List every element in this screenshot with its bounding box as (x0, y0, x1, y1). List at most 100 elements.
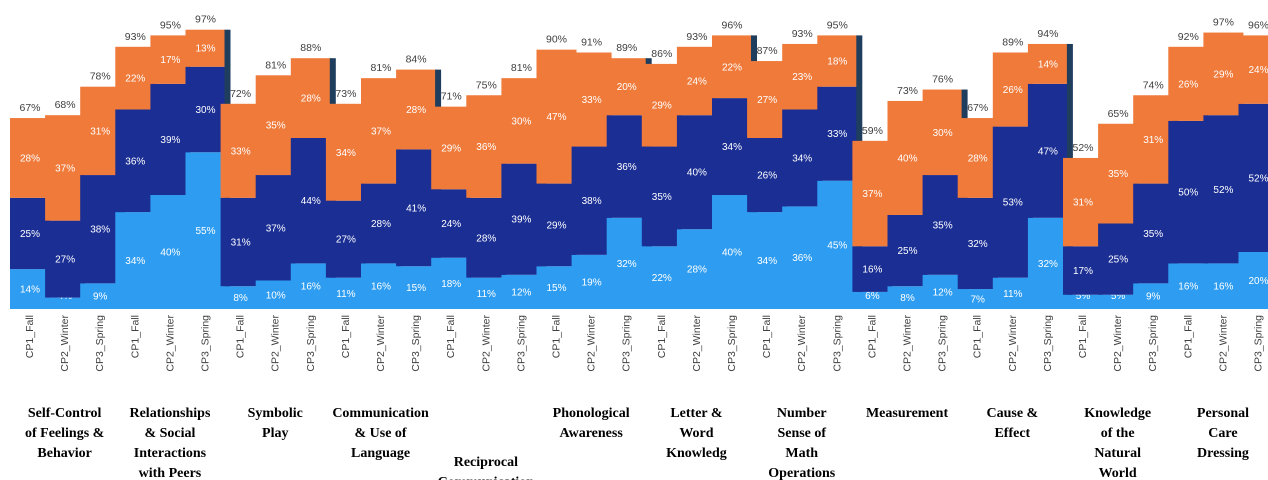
bar-segment-3 (325, 103, 366, 201)
total-value-label: 86% (651, 48, 672, 60)
total-value-label: 73% (897, 85, 918, 97)
segment-value-label: 13% (195, 44, 215, 55)
group-label: Behavior (37, 446, 91, 461)
group-label: Sense of (777, 426, 826, 441)
segment-value-label: 16% (301, 282, 321, 293)
bar-segment-3 (1027, 43, 1068, 84)
bar-segment-3 (852, 140, 893, 247)
category-tick-label: CP2_Winter (691, 315, 703, 372)
bar-segment-1 (536, 266, 577, 309)
segment-value-label: 6% (865, 291, 880, 302)
bar-segment-1 (712, 195, 752, 309)
group-label: Word (679, 426, 713, 441)
segment-value-label: 52% (1248, 173, 1268, 184)
segment-value-label: 9% (1146, 292, 1161, 303)
segment-value-label: 35% (1143, 229, 1163, 240)
total-value-label: 88% (300, 42, 321, 54)
bar-segment-3 (1203, 32, 1244, 116)
group-label: Relationships (129, 406, 210, 421)
group-label: Natural (1094, 446, 1141, 461)
bar-segment-3 (255, 75, 296, 176)
total-value-label: 93% (125, 31, 146, 43)
bar-segment-1 (1063, 294, 1103, 309)
bar-segment-2 (536, 183, 577, 267)
group-label: Effect (994, 426, 1030, 441)
segment-value-label: 52% (1213, 185, 1233, 196)
bar-segment-3 (536, 49, 577, 184)
category-tick-label: CP2_Winter (59, 315, 71, 372)
segment-value-label: 35% (1108, 169, 1128, 180)
segment-value-label: 28% (20, 153, 40, 164)
segment-value-label: 24% (1248, 65, 1268, 76)
segment-value-label: 28% (968, 153, 988, 164)
category-tick-label: CP1_Fall (235, 315, 247, 358)
total-value-label: 74% (1143, 79, 1164, 91)
segment-value-label: 5% (1111, 291, 1126, 302)
group-label: Care (1208, 426, 1237, 441)
segment-value-label: 41% (406, 203, 426, 214)
bar-segment-1 (290, 263, 331, 309)
bar-segment-1 (641, 246, 682, 309)
category-tick-label: CP3_Spring (1042, 315, 1054, 372)
category-tick-label: CP1_Fall (972, 315, 984, 358)
group-label: Letter & (670, 406, 722, 421)
bar-segment-1 (150, 195, 191, 309)
group-label: Language (351, 446, 410, 461)
group-label: Cause & (986, 406, 1038, 421)
segment-value-label: 33% (231, 146, 251, 157)
bar-segment-1 (10, 269, 50, 309)
bar-segment-2 (431, 189, 472, 258)
bar-segment-3 (361, 78, 401, 184)
total-value-label: 89% (616, 42, 637, 54)
bar-segment-2 (10, 197, 50, 270)
group-label: Communication (438, 475, 535, 480)
bar-segment-2 (1133, 183, 1174, 284)
total-value-label: 84% (406, 54, 427, 66)
bar-segment-3 (45, 115, 86, 221)
segment-value-label: 35% (266, 121, 286, 132)
category-tick-label: CP3_Spring (305, 315, 317, 372)
bar-segment-3 (80, 86, 121, 176)
bar-segment-1 (922, 274, 963, 309)
segment-value-label: 40% (160, 248, 180, 259)
segment-value-label: 34% (125, 256, 145, 267)
bar-segment-1 (220, 286, 261, 309)
total-value-label: 91% (581, 37, 602, 49)
category-tick-label: CP1_Fall (24, 315, 36, 358)
segment-value-label: 36% (792, 253, 812, 264)
total-value-label: 95% (827, 19, 848, 31)
segment-value-label: 35% (652, 192, 672, 203)
segment-value-label: 31% (1073, 198, 1093, 209)
total-value-label: 76% (932, 74, 953, 86)
bar-segment-3 (150, 35, 191, 84)
segment-value-label: 20% (1248, 276, 1268, 287)
segment-value-label: 29% (441, 143, 461, 154)
category-tick-label: CP2_Winter (270, 315, 282, 372)
segment-value-label: 8% (900, 293, 915, 304)
bar-segment-3 (676, 46, 717, 116)
segment-value-label: 18% (827, 57, 847, 68)
segment-value-label: 30% (511, 116, 531, 127)
bar-segment-3 (396, 69, 437, 150)
segment-value-label: 29% (652, 101, 672, 112)
bar-segment-2 (676, 115, 717, 230)
total-value-label: 65% (1108, 108, 1129, 120)
segment-value-label: 27% (55, 255, 75, 266)
bar-segment-3 (887, 100, 928, 215)
segment-value-label: 47% (1038, 146, 1058, 157)
group-label: Phonological (553, 406, 630, 421)
bar-segment-3 (641, 63, 682, 147)
group-label: Knowledg (666, 446, 727, 461)
bar-segment-1 (80, 283, 121, 309)
bar-segment-2 (396, 149, 437, 267)
segment-value-label: 25% (897, 246, 917, 257)
group-label: Self-Control (28, 406, 102, 421)
segment-value-label: 31% (1143, 135, 1163, 146)
bar-segment-3 (290, 58, 331, 139)
group-label: Math (785, 446, 818, 461)
category-tick-label: CP3_Spring (937, 315, 949, 372)
segment-value-label: 39% (160, 135, 180, 146)
segment-value-label: 17% (1073, 266, 1093, 277)
total-value-label: 68% (55, 99, 76, 111)
segment-value-label: 15% (406, 283, 426, 294)
